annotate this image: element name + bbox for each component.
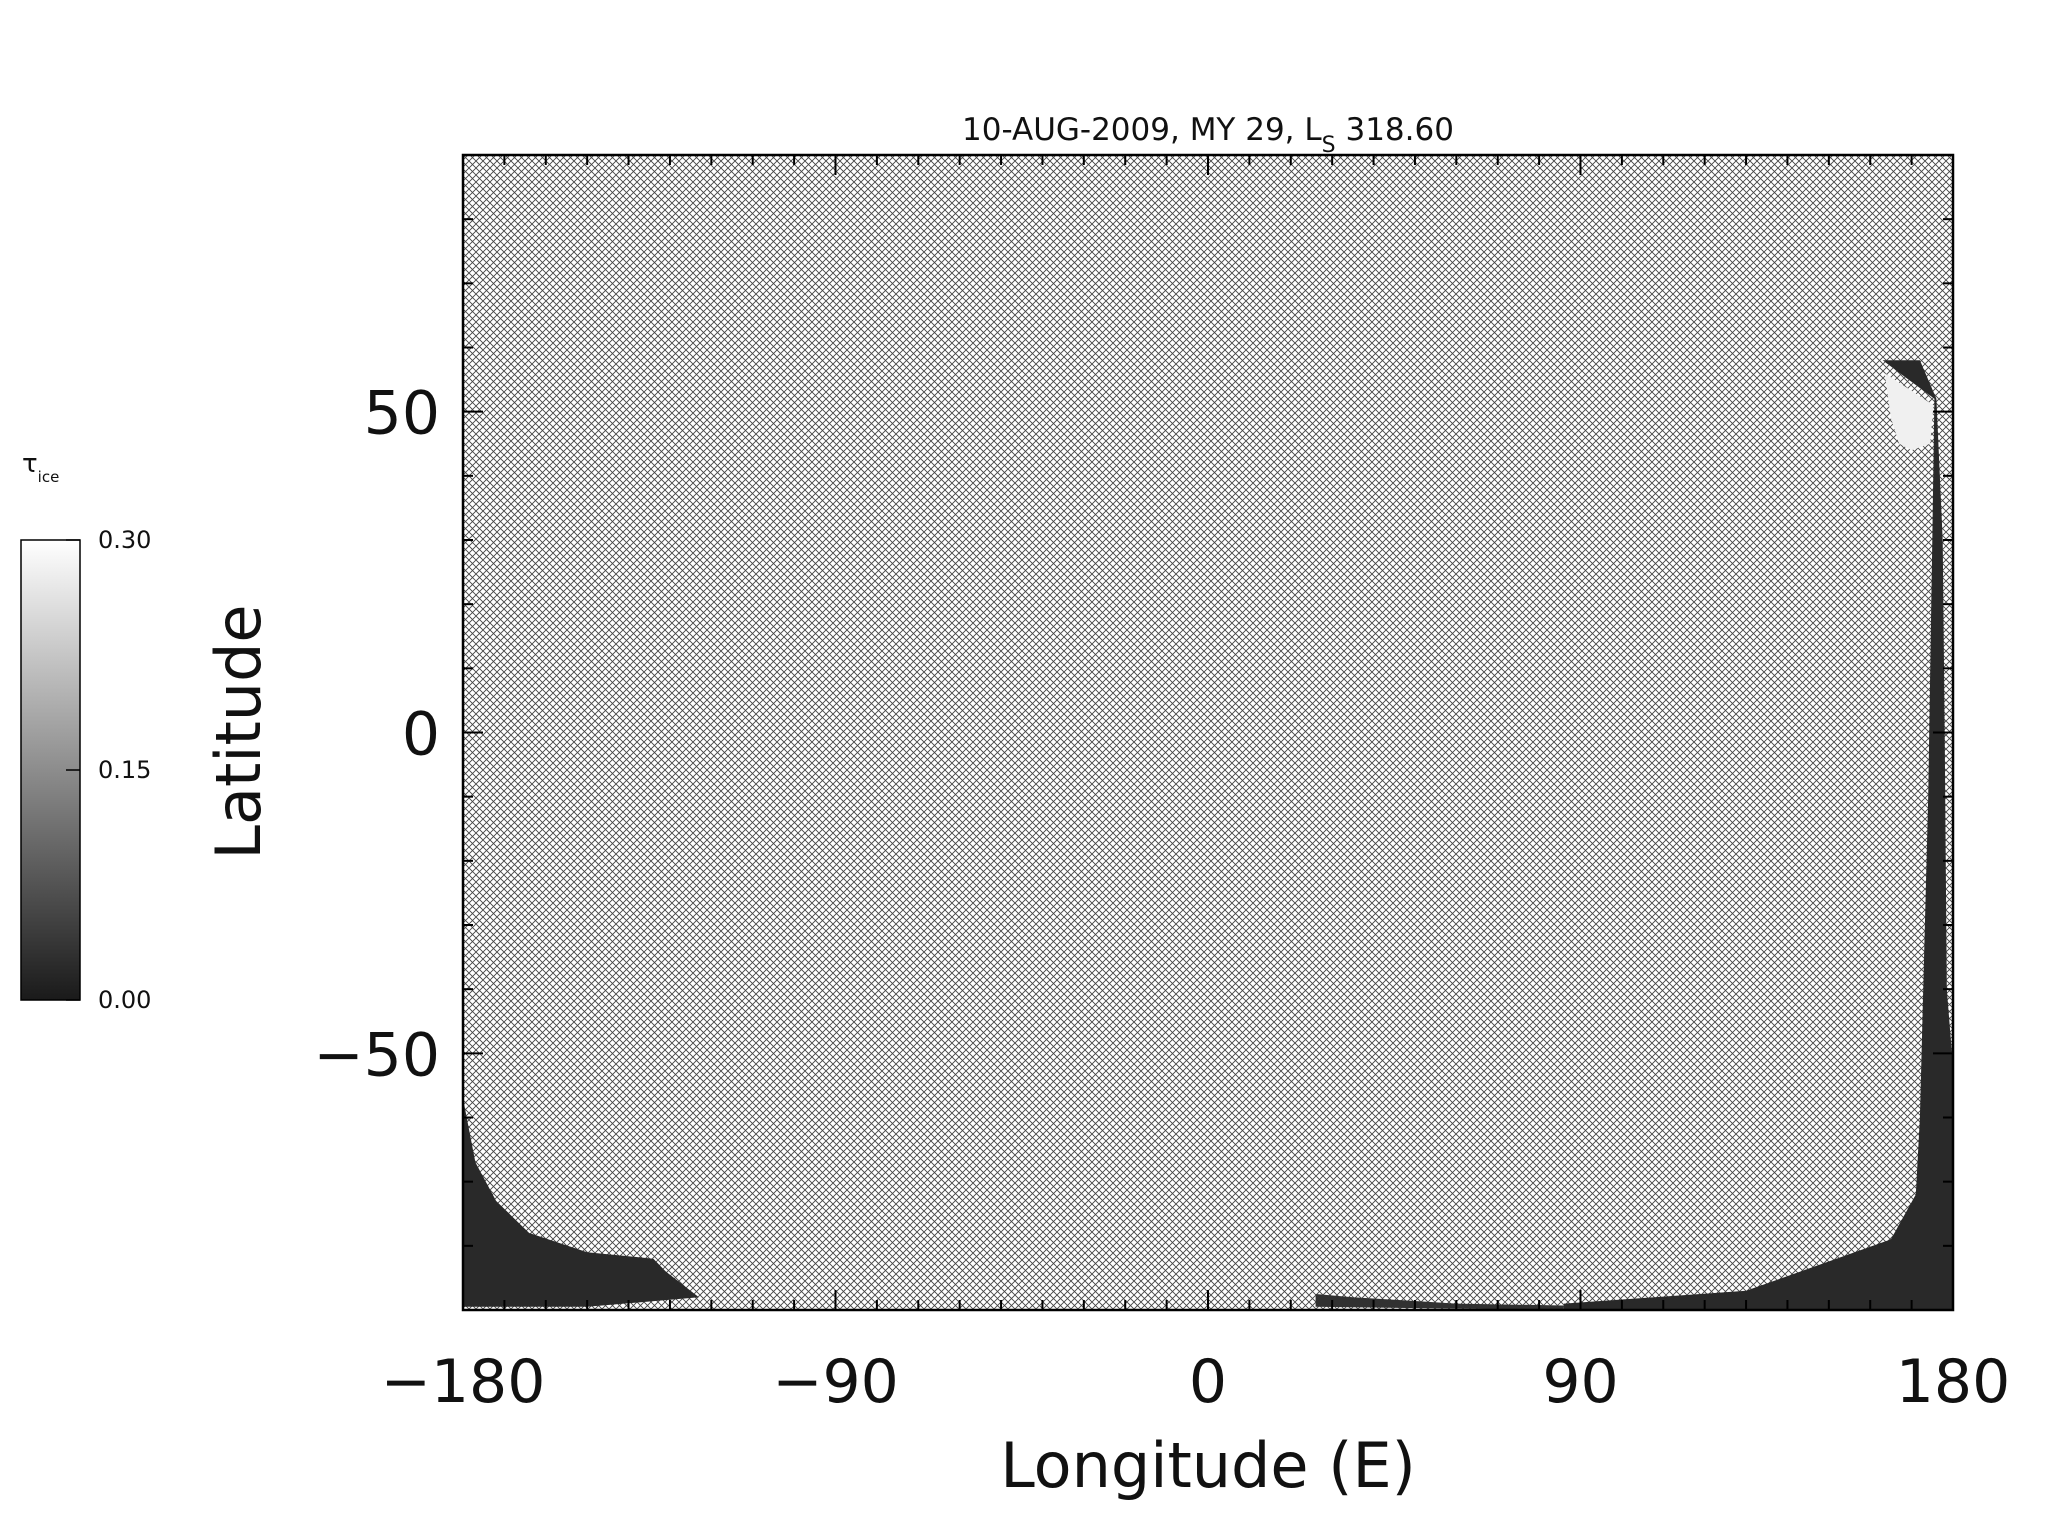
y-tick-label: −50: [313, 1020, 440, 1090]
y-axis-label: Latitude: [202, 604, 275, 859]
x-tick-label: −180: [381, 1347, 546, 1417]
x-tick-label: 180: [1896, 1347, 2011, 1417]
y-tick-label: 0: [402, 700, 440, 770]
x-tick-label: −90: [772, 1347, 899, 1417]
colorbar-tick-label: 0.00: [98, 986, 151, 1014]
region-north-ice-cap: [1884, 373, 1934, 451]
x-tick-label: 0: [1189, 1347, 1227, 1417]
x-tick-labels: −180 −90 0 90 180: [381, 1347, 2011, 1417]
title-value: 318.60: [1336, 112, 1454, 148]
colorbar-label: τice: [22, 449, 59, 486]
colorbar-tick-label: 0.30: [98, 526, 151, 554]
title-subscript: S: [1322, 133, 1336, 158]
chart-title: 10-AUG-2009, MY 29, LS 318.60: [962, 112, 1454, 158]
colorbar-label-main: τ: [22, 449, 38, 479]
colorbar-ticks: 0.00 0.15 0.30: [66, 526, 151, 1014]
colorbar-tick-label: 0.15: [98, 756, 151, 784]
axis-ticks: [462, 154, 1954, 1311]
region-western-polar-patch: [463, 1098, 699, 1307]
title-main: 10-AUG-2009, MY 29, L: [962, 112, 1322, 148]
region-southern-sliver: [1315, 1294, 1564, 1310]
colorbar: τice 0.00 0.15 0.30: [20, 449, 151, 1014]
colorbar-label-sub: ice: [38, 468, 60, 486]
region-eastern-strip: [1563, 360, 1953, 1310]
no-data-hatch: [463, 155, 1953, 1310]
y-tick-labels: −50 0 50: [313, 379, 440, 1091]
x-axis-label: Longitude (E): [1000, 1429, 1416, 1502]
y-tick-label: 50: [364, 379, 440, 449]
ice-data-regions: [463, 360, 1953, 1310]
x-tick-label: 90: [1542, 1347, 1618, 1417]
